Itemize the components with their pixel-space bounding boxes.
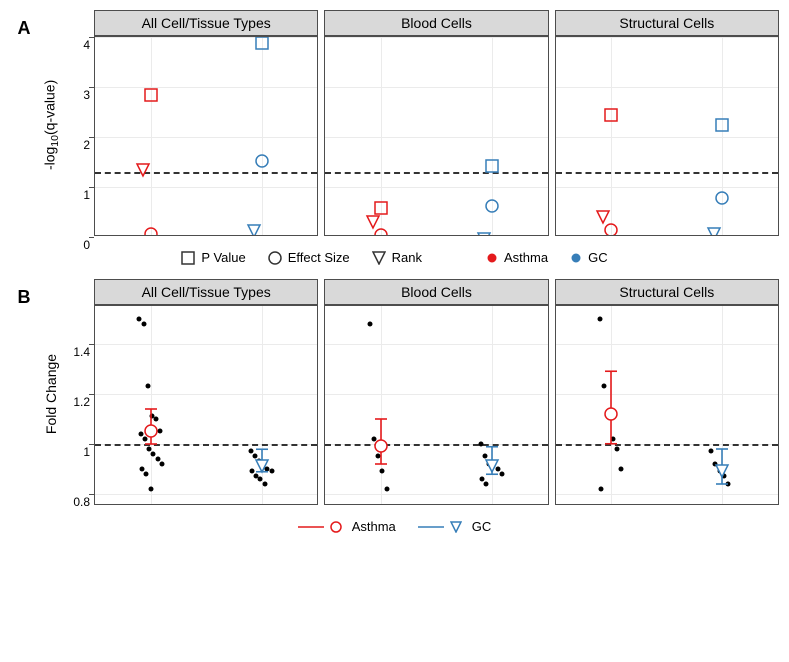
data-point [144,471,149,476]
panel-a-letter: A [18,18,31,39]
data-marker [596,210,610,224]
panel-a-legend: P Value Effect Size Rank Asthma GC [10,240,779,279]
facet-panel: All Cell/Tissue TypesAsthmaGC [94,10,318,236]
data-marker [374,228,388,236]
plot-area: AsthmaGC [555,305,779,505]
plot-area: AsthmaGC [324,36,548,236]
data-point [148,486,153,491]
facet-panel: Structural CellsAsthmaGC [555,10,779,236]
data-marker [485,159,499,173]
panel-b-row: B Fold Change 0.811.21.4 All Cell/Tissue… [10,279,779,509]
panel-b-yaxis-text: Fold Change [43,354,59,434]
data-point [599,486,604,491]
plot-area: AsthmaGC [94,36,318,236]
facet-strip: Blood Cells [324,279,548,305]
data-marker [477,232,491,237]
reference-line [556,444,778,446]
data-point [384,486,389,491]
summary-marker [715,464,729,478]
panel-b-yaxis-title: Fold Change [38,279,64,509]
facet-strip: Blood Cells [324,10,548,36]
reference-line [325,444,547,446]
data-marker [144,88,158,102]
reference-line [556,172,778,174]
data-marker [604,223,618,236]
reference-line [95,444,317,446]
reference-line [95,172,317,174]
data-point [141,321,146,326]
legend-item: GC [418,519,492,534]
data-marker [255,154,269,168]
panel-b-yticks: 0.811.21.4 [64,279,94,509]
plot-area: AsthmaGC [324,305,548,505]
data-point [159,461,164,466]
panel-a-label: A [10,10,38,39]
data-point [262,481,267,486]
facet-panel: Blood CellsAsthmaGC [324,10,548,236]
panel-b-label: B [10,279,38,308]
data-marker [374,201,388,215]
data-marker [485,199,499,213]
data-marker [707,227,721,236]
facet-strip: All Cell/Tissue Types [94,10,318,36]
data-point [145,384,150,389]
panel-a-yticks: 01234 [64,10,94,240]
legend-item: GC [570,250,608,265]
data-point [619,466,624,471]
data-marker [715,118,729,132]
facet-panel: All Cell/Tissue TypesAsthmaGC [94,279,318,505]
legend-item: Rank [372,250,422,265]
facet-panel: Blood CellsAsthmaGC [324,279,548,505]
data-marker [255,36,269,50]
data-point [478,441,483,446]
data-marker [144,227,158,237]
panel-a-facets: All Cell/Tissue TypesAsthmaGCBlood Cells… [94,10,779,236]
panel-a-yaxis-text: -log10(q-value) [41,80,61,170]
panel-b-facets: All Cell/Tissue TypesAsthmaGCBlood Cells… [94,279,779,505]
summary-marker [144,424,158,438]
data-marker [604,108,618,122]
legend-item: Effect Size [268,250,350,265]
plot-area: AsthmaGC [94,305,318,505]
facet-strip: All Cell/Tissue Types [94,279,318,305]
summary-marker [604,407,618,421]
summary-marker [255,459,269,473]
summary-marker [485,459,499,473]
summary-marker [374,439,388,453]
legend-item: Asthma [298,519,396,534]
data-point [155,456,160,461]
facet-strip: Structural Cells [555,10,779,36]
panel-a-row: A -log10(q-value) 01234 All Cell/Tissue … [10,10,779,240]
data-marker [715,191,729,205]
plot-area: AsthmaGC [555,36,779,236]
panel-b-letter: B [18,287,31,308]
data-point [140,466,145,471]
legend-item: P Value [181,250,245,265]
data-point [367,321,372,326]
facet-strip: Structural Cells [555,279,779,305]
panel-a-yaxis-title: -log10(q-value) [38,10,64,240]
data-marker [136,163,150,177]
legend-item: Asthma [486,250,548,265]
data-marker [366,215,380,229]
facet-panel: Structural CellsAsthmaGC [555,279,779,505]
data-point [137,316,142,321]
data-marker [247,224,261,236]
reference-line [325,172,547,174]
data-point [598,316,603,321]
panel-b-legend: Asthma GC [10,509,779,548]
